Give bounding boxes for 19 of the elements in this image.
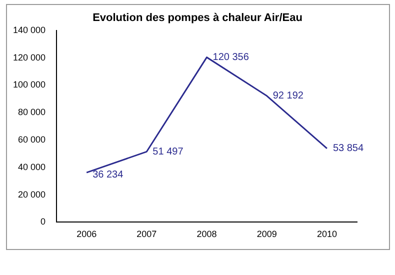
y-tick-label: 40 000 — [18, 162, 46, 172]
data-label: 51 497 — [152, 146, 184, 158]
y-tick-label: 140 000 — [12, 24, 46, 35]
y-tick-label: 100 000 — [12, 80, 46, 90]
data-label: 36 234 — [92, 169, 124, 180]
chart-title: Evolution des pompes à chaleur Air/Eau — [92, 12, 304, 24]
data-label: 92 192 — [272, 90, 304, 102]
x-tick-label: 2008 — [196, 229, 217, 240]
y-tick-label: 80 000 — [18, 107, 46, 118]
y-tick-label: 20 000 — [18, 189, 46, 200]
y-tick-label: 0 — [40, 216, 46, 227]
data-label: 120 356 — [212, 52, 250, 64]
x-tick-label: 2010 — [316, 229, 337, 240]
x-tick-label: 2006 — [76, 229, 97, 240]
y-tick-label: 60 000 — [18, 134, 46, 144]
x-tick-label: 2009 — [256, 229, 277, 240]
data-label: 53 854 — [332, 143, 364, 154]
y-tick-label: 120 000 — [12, 52, 46, 62]
x-tick-label: 2007 — [136, 229, 157, 240]
